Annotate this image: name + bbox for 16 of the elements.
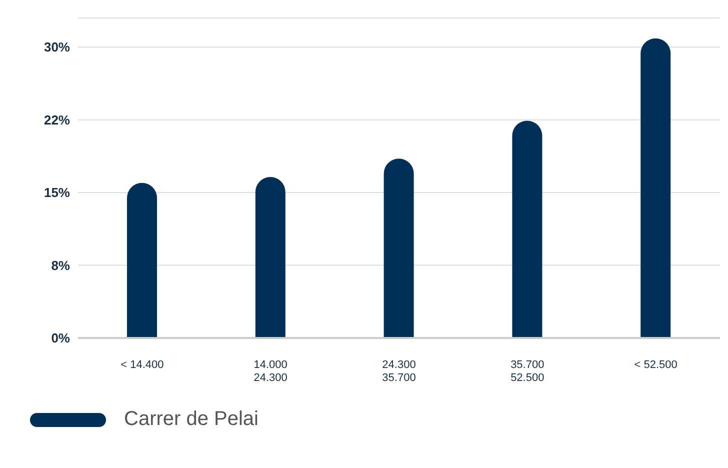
x-tick-label: < 52.500 (634, 359, 678, 371)
y-tick-label: 8% (51, 258, 70, 273)
x-tick-label: < 14.400 (120, 359, 164, 371)
y-tick-label: 0% (51, 330, 70, 346)
bar (640, 38, 671, 338)
x-tick-label: 35.700 52.500 (510, 359, 544, 384)
bar (512, 120, 542, 338)
y-tick-label: 30% (44, 40, 70, 55)
legend-label: Carrer de Pelai (124, 408, 259, 431)
bar (255, 177, 286, 338)
y-tick-label: 15% (44, 185, 70, 200)
x-tick-label: 14.000 24.300 (254, 359, 288, 384)
bar (384, 158, 414, 338)
x-tick-label: 24.300 35.700 (382, 359, 416, 384)
y-tick-label: 22% (44, 112, 70, 128)
bar (127, 182, 157, 338)
